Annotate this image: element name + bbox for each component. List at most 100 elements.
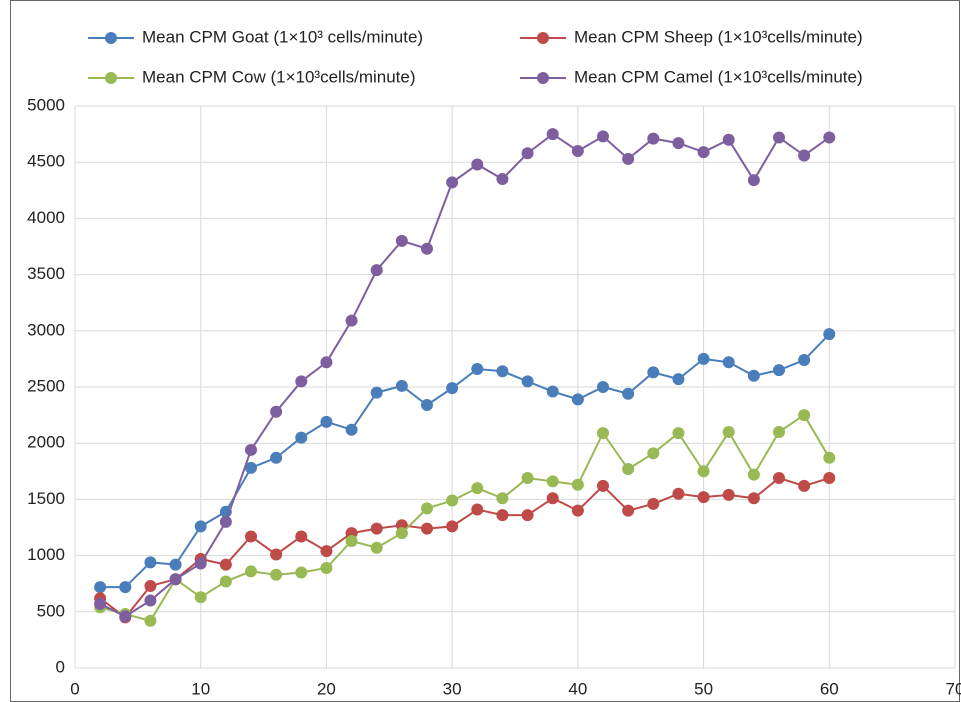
data-point (194, 591, 207, 604)
data-point (647, 447, 660, 460)
x-tick-label: 70 (946, 679, 961, 698)
data-point (245, 443, 257, 456)
data-point (697, 146, 710, 159)
data-point (446, 494, 459, 507)
data-point (546, 492, 559, 505)
y-tick-label: 2000 (27, 433, 65, 452)
data-point (747, 369, 760, 382)
x-tick-label: 40 (568, 679, 587, 698)
data-point (597, 130, 609, 143)
x-tick-label: 30 (443, 679, 462, 698)
data-point (496, 509, 509, 522)
data-point (446, 176, 459, 189)
data-point (773, 472, 785, 485)
data-point (421, 502, 433, 515)
data-point (773, 425, 785, 438)
data-point (798, 354, 811, 367)
data-point (722, 356, 735, 369)
data-point (421, 398, 433, 411)
data-point (395, 234, 408, 247)
data-point (370, 522, 383, 535)
data-point (823, 472, 836, 485)
legend-marker (537, 72, 549, 84)
y-tick-label: 5000 (27, 95, 65, 114)
data-point (496, 492, 509, 505)
series-line (99, 132, 830, 618)
data-point (521, 509, 534, 522)
data-point (697, 352, 710, 365)
data-point (370, 541, 383, 554)
y-tick-label: 3000 (27, 320, 65, 339)
data-point (194, 557, 207, 570)
data-point (747, 468, 760, 481)
data-point (345, 314, 358, 327)
data-point (245, 565, 257, 578)
data-point (94, 581, 107, 594)
data-point (546, 385, 559, 398)
data-point (647, 497, 660, 510)
data-point (270, 548, 283, 561)
data-point (144, 594, 157, 607)
data-point (521, 375, 534, 388)
data-point (219, 558, 232, 571)
data-point (345, 423, 358, 436)
data-point (521, 472, 534, 485)
x-tick-label: 0 (70, 679, 79, 698)
data-point (747, 174, 760, 187)
data-point (672, 487, 685, 500)
data-point (773, 364, 785, 377)
legend-label: Mean CPM Sheep (1×10³cells/minute) (574, 27, 863, 46)
data-point (597, 381, 609, 393)
data-point (747, 492, 760, 505)
data-point (245, 530, 257, 543)
data-point (320, 561, 333, 574)
data-point (647, 366, 660, 379)
legend-marker (105, 72, 117, 84)
data-point (395, 379, 408, 392)
data-point (597, 479, 609, 492)
data-point (496, 365, 509, 378)
data-point (823, 328, 836, 341)
data-point (421, 522, 433, 535)
data-point (119, 581, 132, 594)
data-point (672, 137, 685, 150)
y-tick-label: 2500 (27, 376, 65, 395)
y-tick-label: 4000 (27, 208, 65, 227)
data-point (521, 147, 534, 160)
data-point (421, 242, 433, 255)
y-tick-label: 0 (56, 657, 65, 676)
x-tick-label: 50 (694, 679, 713, 698)
data-point (320, 415, 333, 428)
data-point (622, 504, 635, 517)
data-point (295, 530, 308, 543)
data-point (270, 405, 283, 418)
data-point (94, 597, 107, 610)
data-point (245, 461, 257, 474)
data-point (320, 356, 333, 369)
data-point (697, 491, 710, 504)
data-point (622, 152, 635, 165)
data-point (546, 475, 559, 488)
data-point (119, 610, 132, 623)
data-point (320, 545, 333, 558)
data-point (622, 387, 635, 400)
data-point (571, 478, 584, 491)
data-point (144, 556, 157, 569)
data-point (345, 534, 358, 547)
data-point (571, 393, 584, 406)
legend-marker (537, 32, 549, 44)
data-point (219, 515, 232, 528)
data-point (270, 451, 283, 464)
data-point (773, 131, 785, 144)
data-point (546, 128, 559, 141)
data-point (798, 149, 811, 162)
data-point (672, 373, 685, 386)
data-point (798, 409, 811, 422)
data-point (295, 375, 308, 388)
data-point (622, 463, 635, 476)
x-tick-label: 20 (317, 679, 336, 698)
data-point (144, 614, 157, 627)
data-point (219, 575, 232, 588)
x-tick-label: 60 (820, 679, 839, 698)
